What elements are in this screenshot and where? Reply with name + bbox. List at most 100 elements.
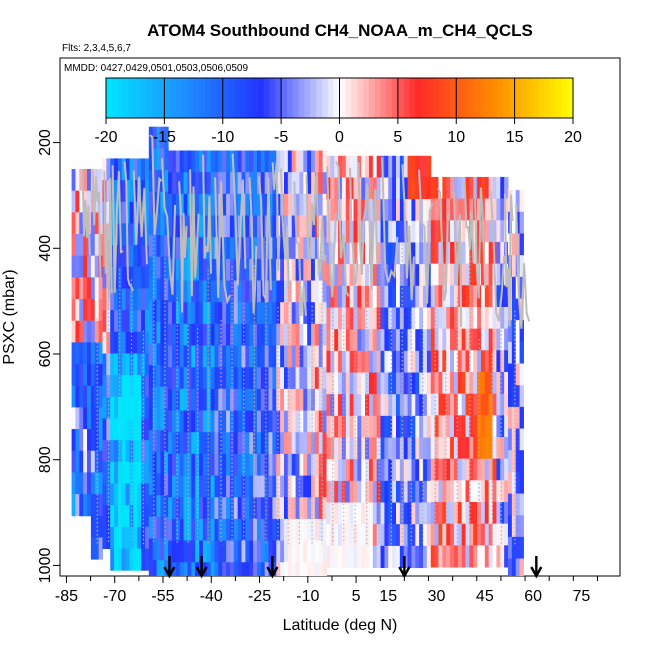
colorbar-segment (146, 78, 154, 118)
x-axis: -85 -70 -55 -40 -25 -10 5 15 30 45 60 75 (55, 576, 598, 605)
heat-cell (245, 258, 250, 282)
heat-cell (226, 193, 231, 217)
x-tick-label: 75 (572, 588, 590, 605)
heat-cell (345, 199, 351, 222)
heat-cell (423, 307, 428, 330)
heat-cell (426, 524, 432, 547)
heat-cell (121, 201, 127, 224)
heat-cell (318, 193, 324, 217)
heat-cell (345, 545, 351, 569)
heat-cell (349, 350, 355, 373)
heat-cell (411, 285, 416, 308)
heat-cell (152, 170, 158, 193)
heat-cell (368, 415, 374, 439)
heat-cell (253, 388, 258, 412)
heat-cell (229, 237, 235, 260)
profile-line (178, 181, 188, 313)
heat-cell (148, 386, 154, 409)
heat-cell (438, 241, 443, 265)
colorbar-tick-label: 0 (335, 129, 344, 146)
heat-cell (276, 280, 281, 303)
heat-cell (137, 266, 142, 289)
heat-cell (133, 375, 138, 398)
heat-cell (496, 328, 501, 351)
heat-cell (260, 410, 266, 433)
heat-cell (388, 545, 393, 569)
heat-cell (133, 396, 138, 419)
heat-cell (164, 300, 169, 323)
heat-cell (268, 367, 273, 390)
heat-cell (457, 436, 463, 460)
heat-cell (303, 367, 308, 390)
heat-cell (442, 350, 447, 373)
heat-cell (152, 365, 158, 388)
heat-cell (303, 475, 308, 498)
heat-cell (94, 212, 100, 235)
heat-cell (392, 502, 397, 525)
profile-line (418, 169, 434, 304)
profile-line (161, 158, 177, 295)
heat-cell (137, 505, 142, 528)
heat-cell (407, 307, 412, 330)
heat-cell (125, 288, 131, 311)
heat-cell (365, 155, 370, 178)
heat-cell (496, 393, 501, 416)
heat-cell (411, 307, 416, 330)
heat-cell (399, 350, 405, 373)
heat-cell (125, 180, 131, 203)
heat-cell (361, 350, 366, 373)
heat-cell (117, 440, 123, 463)
heat-cell (423, 480, 428, 504)
heat-cell (206, 562, 212, 576)
heat-cell (473, 328, 478, 351)
heat-cell (237, 388, 243, 412)
heat-cell (272, 562, 277, 576)
heat-cell (245, 453, 250, 477)
heat-cell (361, 329, 366, 352)
flight-arrow-head (530, 566, 543, 579)
profile-line (305, 174, 317, 262)
heat-cell (152, 516, 158, 539)
heat-cell (434, 436, 439, 460)
heat-cell (133, 180, 138, 203)
heat-cell (253, 518, 258, 542)
heat-cell (384, 220, 389, 243)
heat-cell (276, 518, 281, 542)
heat-cell (98, 342, 103, 365)
heat-cell (206, 388, 212, 412)
heat-cell (249, 475, 254, 498)
heat-cell (492, 371, 497, 395)
profile-line (214, 177, 232, 305)
heat-cell (488, 350, 494, 373)
heat-cell (195, 432, 200, 455)
heat-cell (396, 285, 401, 308)
heat-cell (426, 502, 432, 525)
heat-cell (299, 215, 304, 238)
heat-cell (226, 258, 231, 282)
heat-cell (430, 393, 436, 416)
heat-cell (484, 545, 490, 568)
heat-cell (187, 323, 192, 347)
heat-cell (226, 453, 231, 477)
heat-cell (284, 410, 289, 433)
heat-cell (515, 320, 521, 343)
heat-cell (380, 285, 385, 308)
profile-line (202, 154, 212, 274)
heat-cell (272, 497, 277, 520)
heat-cell (253, 475, 258, 498)
heat-cell (326, 329, 331, 352)
heat-cell (272, 345, 277, 368)
heat-cell (160, 516, 165, 539)
heat-cell (249, 280, 254, 303)
colorbar-segment (187, 78, 195, 118)
heat-cell (156, 473, 161, 496)
heat-cell (407, 459, 412, 482)
heat-cell (268, 410, 273, 433)
heat-cell (303, 388, 308, 412)
heat-cell (415, 242, 420, 265)
heat-cell (334, 307, 339, 330)
heat-cell (473, 393, 478, 416)
heat-cell (71, 190, 76, 213)
heat-cell (326, 242, 331, 265)
heat-cell (280, 258, 285, 282)
